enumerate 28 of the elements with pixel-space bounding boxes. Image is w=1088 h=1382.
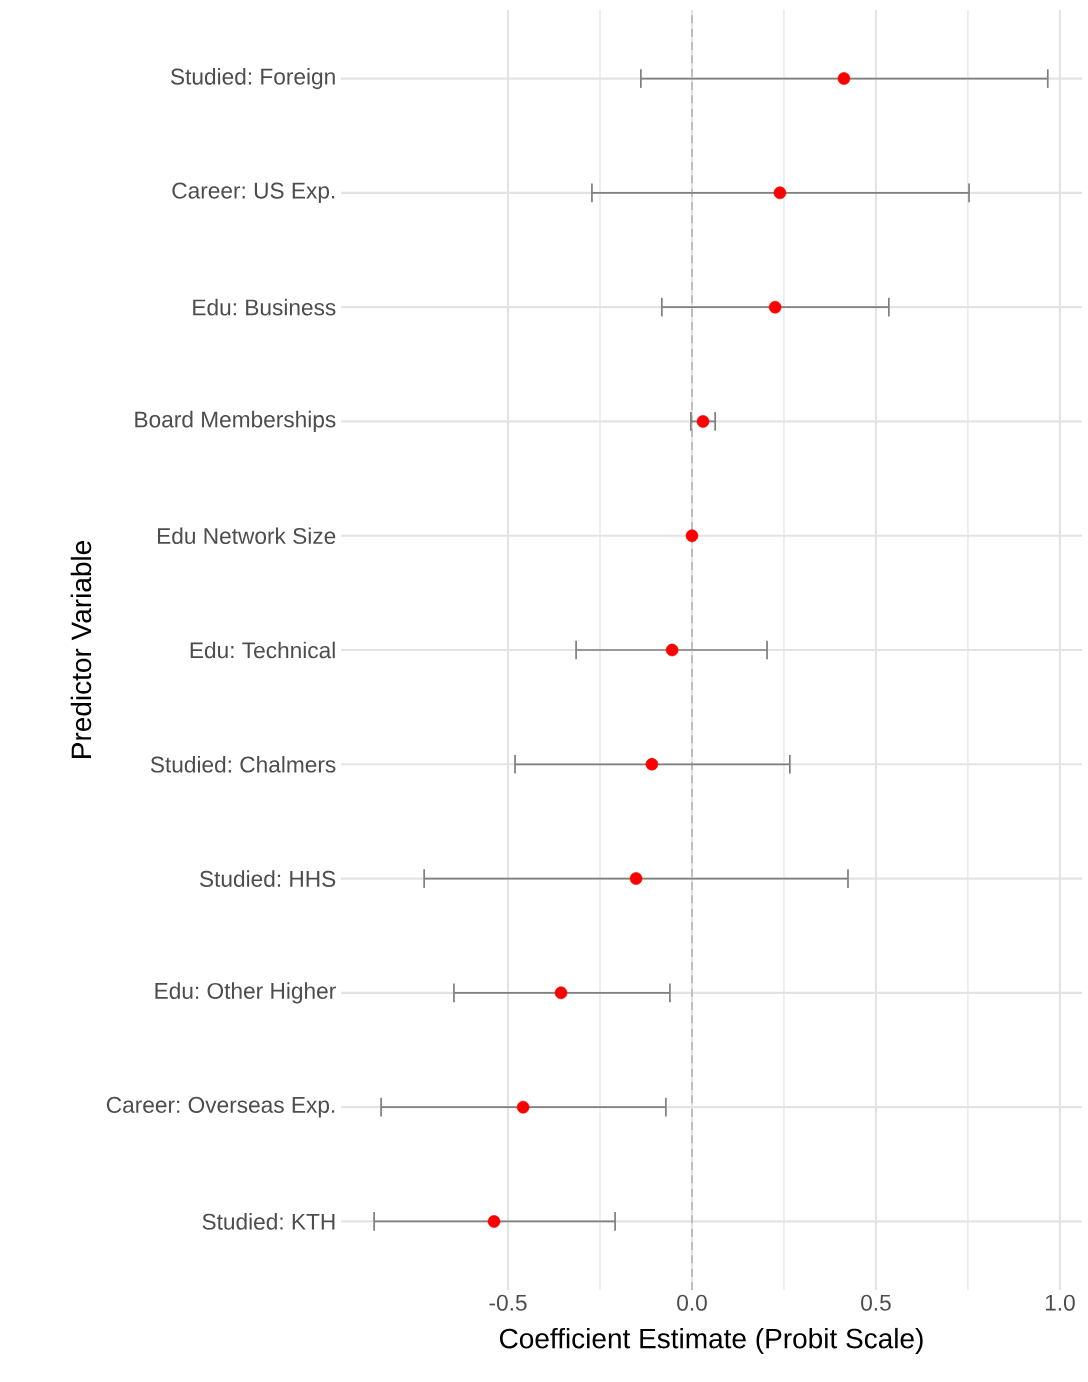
y-tick-label: Edu: Technical bbox=[190, 641, 335, 659]
y-tick-label: Career: Overseas Exp. bbox=[106, 1096, 335, 1118]
x-tick-label: 0.0 bbox=[677, 1294, 707, 1311]
y-tick-label: Studied: KTH bbox=[202, 1213, 335, 1230]
x-tick-label: 1.0 bbox=[1045, 1294, 1075, 1311]
point bbox=[685, 529, 699, 542]
point bbox=[837, 72, 851, 85]
y-tick-label: Studied: Foreign bbox=[170, 68, 335, 90]
y-tick-label: Edu: Business bbox=[193, 298, 336, 316]
y-tick-label: Edu: Other Higher bbox=[155, 982, 336, 1004]
y-axis-title: Predictor Variable bbox=[70, 541, 92, 758]
point bbox=[554, 986, 568, 1000]
point bbox=[645, 758, 659, 771]
x-tick-label: 0.5 bbox=[861, 1294, 891, 1311]
point bbox=[629, 872, 643, 885]
y-tick-label: Studied: Chalmers bbox=[150, 755, 336, 773]
point bbox=[773, 186, 787, 200]
y-tick-label: Edu Network Size bbox=[158, 527, 336, 545]
x-axis-title: Coefficient Estimate (Probit Scale) bbox=[499, 1327, 923, 1354]
y-tick-label: Career: US Exp. bbox=[172, 182, 335, 204]
point bbox=[487, 1215, 501, 1228]
point bbox=[665, 643, 679, 657]
y-tick-label: Studied: HHS bbox=[199, 870, 336, 887]
x-tick-label: -0.5 bbox=[489, 1294, 527, 1311]
point bbox=[696, 415, 710, 428]
y-tick-label: Board Memberships bbox=[135, 410, 336, 432]
point bbox=[768, 300, 782, 314]
point bbox=[516, 1100, 530, 1114]
